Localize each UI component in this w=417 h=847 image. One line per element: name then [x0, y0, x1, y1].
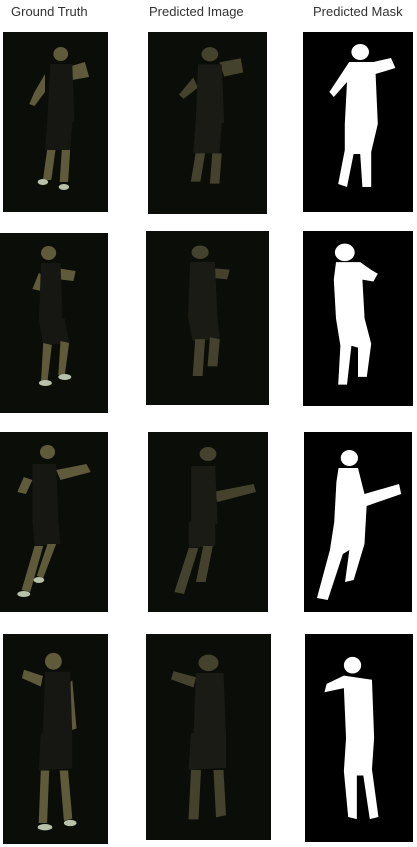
predicted-mask-header: Predicted Mask: [313, 4, 403, 19]
ground-truth-image-row-4: [3, 634, 108, 844]
predicted-mask-row-4: [305, 634, 413, 842]
ground-truth-image-row-3: [0, 432, 108, 612]
predicted-image-row-4: [146, 634, 271, 840]
ground-truth-header: Ground Truth: [11, 4, 88, 19]
predicted-image-row-1: [148, 32, 267, 214]
ground-truth-image-row-2: [0, 233, 108, 413]
predicted-image-row-2: [146, 231, 269, 405]
predicted-mask-row-2: [303, 231, 413, 406]
ground-truth-image-row-1: [3, 32, 108, 212]
predicted-mask-row-3: [304, 432, 412, 612]
predicted-image-row-3: [148, 432, 268, 612]
predicted-image-header: Predicted Image: [149, 4, 244, 19]
predicted-mask-row-1: [303, 32, 413, 212]
